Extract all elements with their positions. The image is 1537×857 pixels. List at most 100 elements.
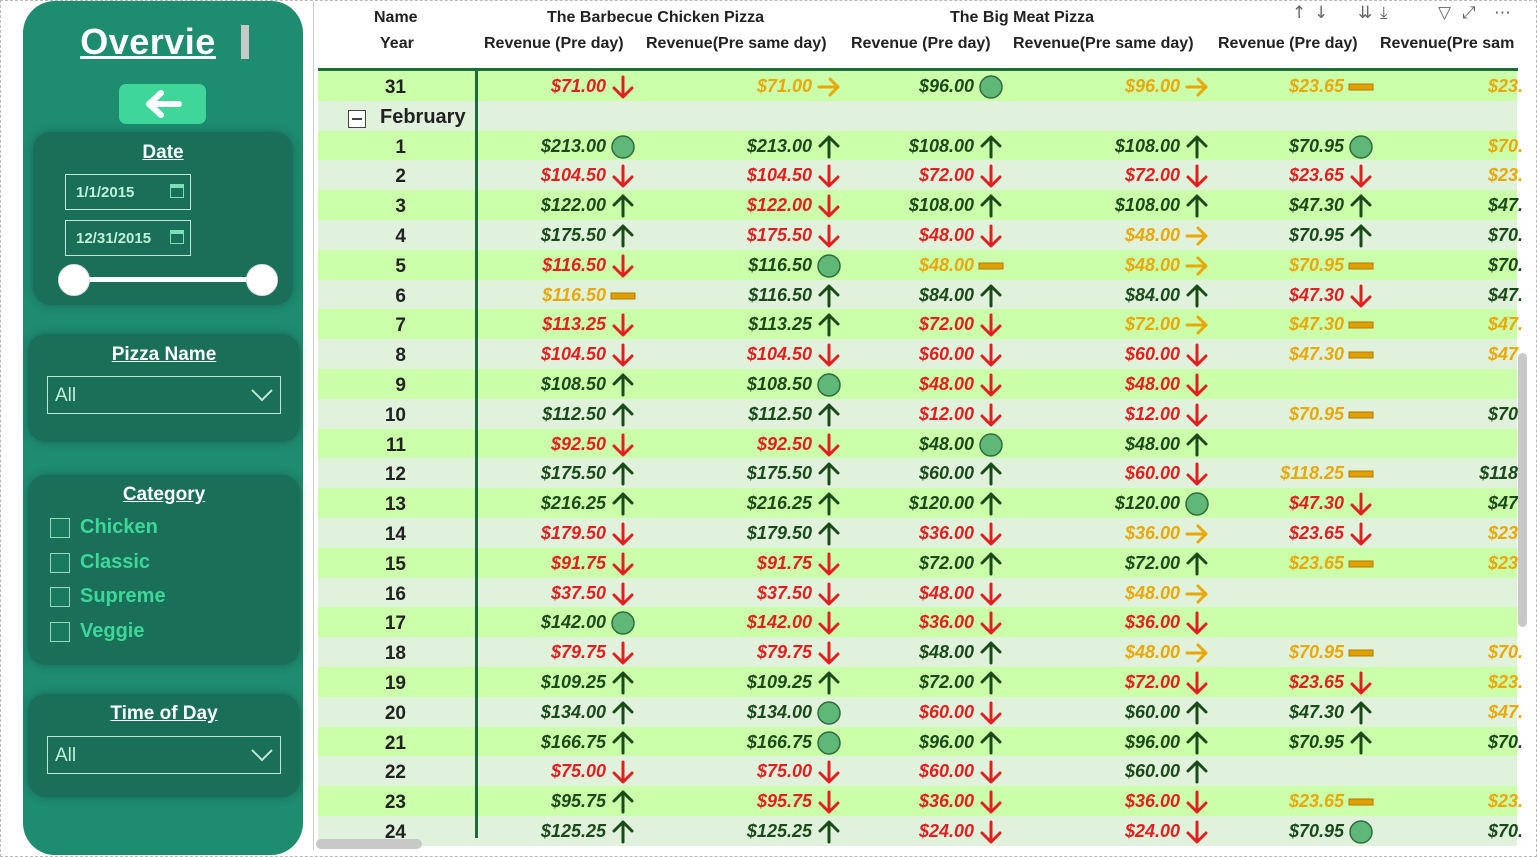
arrow-right-icon: [816, 74, 842, 100]
table-row: 9 $108.50 $108.50 $48.00 $48.00: [318, 369, 1517, 399]
revenue-cell: $23.: [1487, 165, 1523, 186]
arrow-down-icon: [1184, 402, 1210, 428]
row-day-label: 6: [395, 285, 406, 307]
header-col-5[interactable]: Revenue (Pre day): [1218, 35, 1358, 52]
revenue-cell: $70.95: [1288, 254, 1344, 275]
focus-mode-icon[interactable]: ⤢: [1462, 3, 1476, 23]
arrow-down-icon: [610, 74, 636, 100]
revenue-cell: $48.00: [918, 374, 974, 394]
circle-status-icon: [816, 730, 842, 756]
expand-all-icon[interactable]: ⇊: [1358, 3, 1373, 23]
arrow-up-icon: [610, 670, 636, 696]
start-date-value: 1/1/2015: [76, 184, 135, 201]
header-col-3[interactable]: Revenue (Pre day): [851, 35, 991, 52]
arrow-up-icon: [978, 730, 1004, 756]
revenue-cell: $48.00: [918, 642, 974, 663]
arrow-down-icon: [978, 312, 1004, 338]
calendar-icon[interactable]: [170, 184, 184, 198]
arrow-up-icon: [816, 670, 842, 696]
dash-status-icon: [1348, 253, 1374, 279]
revenue-cell: $71.00: [756, 76, 812, 96]
category-option-veggie[interactable]: Veggie: [50, 620, 144, 643]
arrow-down-icon: [1184, 670, 1210, 696]
row-day-label: 21: [384, 732, 406, 754]
revenue-cell: $47.: [1487, 493, 1523, 514]
header-col-4[interactable]: Revenue(Pre same day): [1013, 35, 1194, 52]
arrow-down-icon: [1348, 521, 1374, 547]
table-row: 21 $166.75 $166.75 $96.00 $96.00 $70.95 $70.: [318, 726, 1523, 757]
revenue-cell: $96.00: [1124, 76, 1180, 96]
revenue-cell: $60.00: [918, 463, 974, 484]
arrow-down-icon: [1184, 372, 1210, 398]
dash-status-icon: [1348, 342, 1374, 368]
table-row: 6 $116.50 $116.50 $84.00 $84.00 $47.30 $47.: [318, 279, 1523, 310]
dash-status-icon: [978, 253, 1004, 279]
drill-down-icon[interactable]: ⤓: [1380, 3, 1388, 23]
calendar-icon[interactable]: [170, 230, 184, 244]
revenue-cell: $72.00: [1124, 672, 1180, 692]
arrow-down-icon: [978, 342, 1004, 368]
checkbox[interactable]: [50, 586, 70, 607]
arrow-right-icon: [1184, 312, 1210, 338]
sort-up-icon[interactable]: ↑: [1292, 3, 1307, 23]
row-day-label: 13: [384, 494, 406, 516]
header-col-2[interactable]: Revenue(Pre same day): [646, 35, 827, 52]
revenue-cell: $91.75: [756, 552, 812, 573]
dash-status-icon: [1348, 551, 1374, 577]
horizontal-scrollbar[interactable]: [316, 839, 422, 849]
date-slider-start-handle[interactable]: [58, 264, 90, 296]
revenue-cell: $70.: [1487, 254, 1523, 275]
revenue-cell: $175.50: [540, 225, 606, 245]
header-col-6[interactable]: Revenue(Pre sam: [1380, 35, 1515, 52]
arrow-down-icon: [816, 223, 842, 249]
more-options-icon[interactable]: ⋯: [1494, 3, 1511, 23]
category-option-chicken[interactable]: Chicken: [50, 516, 158, 539]
revenue-cell: $72.00: [918, 314, 974, 335]
back-button[interactable]: [119, 84, 206, 124]
circle-status-icon: [978, 432, 1004, 458]
row-day-label: 11: [385, 434, 406, 456]
time-of-day-dropdown[interactable]: All: [47, 736, 281, 774]
checkbox[interactable]: [50, 621, 70, 642]
date-slider-end-handle[interactable]: [246, 264, 278, 296]
start-date-input[interactable]: 1/1/2015: [65, 174, 191, 210]
arrow-up-icon: [1184, 193, 1210, 219]
revenue-cell: $108.00: [908, 195, 974, 216]
revenue-cell: $166.75: [746, 731, 812, 752]
revenue-cell: $47.: [1487, 701, 1523, 722]
sort-down-icon[interactable]: ↓: [1314, 3, 1329, 23]
arrow-down-icon: [610, 312, 636, 338]
filter-icon[interactable]: ▽: [1438, 3, 1452, 23]
arrow-up-icon: [1184, 759, 1210, 785]
circle-status-icon: [816, 253, 842, 279]
header-col-1[interactable]: Revenue (Pre day): [484, 35, 624, 52]
revenue-cell: $48.00: [1124, 582, 1180, 603]
date-range-slider-track[interactable]: [73, 277, 263, 282]
arrow-down-icon: [978, 610, 1004, 636]
revenue-cell: $95.75: [756, 791, 812, 812]
row-day-label: 24: [384, 822, 406, 843]
arrow-up-icon: [610, 819, 636, 845]
revenue-cell: $48.00: [1124, 642, 1180, 663]
revenue-cell: $118.25: [1280, 463, 1344, 484]
collapse-icon[interactable]: [348, 109, 366, 128]
revenue-cell: $70.: [1487, 135, 1523, 156]
arrow-up-icon: [610, 223, 636, 249]
table-row: 15 $91.75 $91.75 $72.00 $72.00 $23.65 $23.: [318, 547, 1523, 578]
category-option-supreme[interactable]: Supreme: [50, 585, 166, 608]
end-date-value: 12/31/2015: [76, 230, 152, 247]
revenue-cell: $142.00: [746, 612, 812, 633]
table-row: 16 $37.50 $37.50 $48.00 $48.00: [318, 577, 1517, 608]
category-option-classic[interactable]: Classic: [50, 551, 150, 574]
pizza-name-dropdown[interactable]: All: [47, 376, 281, 414]
revenue-cell: $48.00: [1124, 254, 1180, 275]
vertical-scrollbar[interactable]: [1518, 353, 1527, 627]
revenue-cell: $109.25: [540, 672, 606, 692]
row-day-label: 7: [395, 315, 406, 337]
header-pizza-2[interactable]: The Big Meat Pizza: [950, 9, 1095, 26]
end-date-input[interactable]: 12/31/2015: [65, 220, 191, 256]
dash-status-icon: [1348, 312, 1374, 338]
header-pizza-1[interactable]: The Barbecue Chicken Pizza: [547, 9, 764, 26]
checkbox[interactable]: [50, 552, 70, 573]
checkbox[interactable]: [50, 517, 70, 538]
